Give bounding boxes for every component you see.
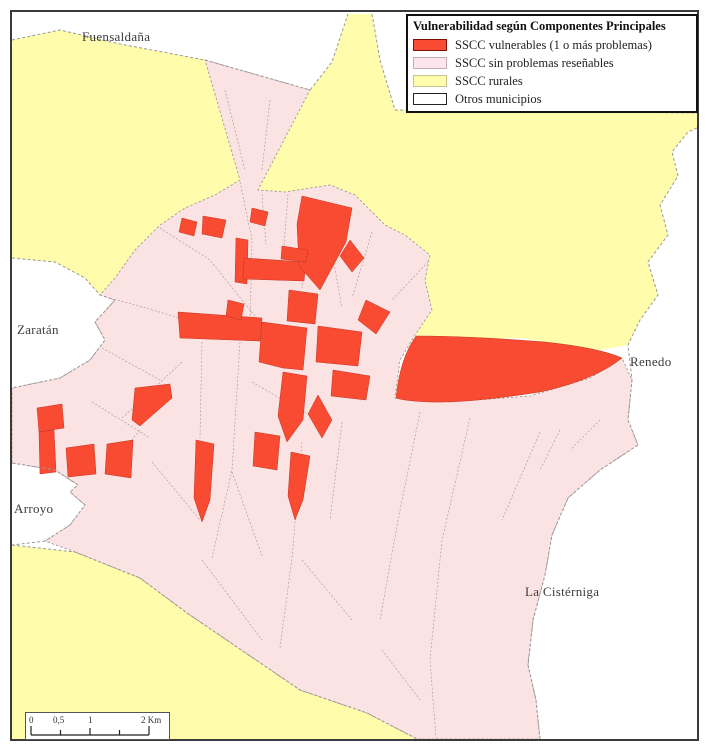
vulnerable-section (249, 207, 269, 227)
legend-swatch-other (413, 93, 447, 105)
legend-item: SSCC sin problemas reseñables (413, 54, 691, 72)
vulnerable-section (36, 403, 65, 433)
vulnerable-section (193, 439, 215, 523)
scale-bar-ticks (30, 726, 150, 736)
vulnerable-section (280, 245, 309, 263)
vulnerable-section (307, 394, 333, 439)
legend-swatch-rural (413, 75, 447, 87)
place-label-arroyo: Arroyo (14, 501, 54, 516)
legend-swatch-vulnerable (413, 39, 447, 51)
boundary-la-cisterniga (527, 444, 639, 739)
legend-item-label: SSCC rurales (455, 73, 523, 88)
scale-tick-label: 2 Km (141, 715, 162, 725)
place-label-zaratan: Zaratán (17, 322, 59, 337)
place-label-renedo: Renedo (630, 354, 672, 369)
legend-item: SSCC rurales (413, 72, 691, 90)
rural-region-northwest (12, 30, 240, 295)
place-label-la-cisterniga: La Cistérniga (525, 584, 600, 599)
vulnerable-section (201, 215, 227, 239)
legend-title: Vulnerabilidad según Componentes Princip… (413, 19, 666, 33)
vulnerable-section (104, 439, 134, 479)
vulnerable-sections (36, 195, 623, 523)
scale-tick-label: 0 (29, 715, 34, 725)
vulnerable-section (286, 289, 319, 325)
scale-bar: 0 0,5 1 2 Km (25, 712, 170, 740)
scale-bar-ruler (30, 726, 150, 736)
map-frame (10, 10, 699, 741)
vulnerable-section (330, 369, 371, 401)
legend-item-label: SSCC sin problemas reseñables (455, 55, 614, 70)
legend-item: SSCC vulnerables (1 o más problemas) (413, 36, 691, 54)
rural-region-southwest (12, 545, 417, 739)
vulnerable-section (38, 429, 57, 475)
scale-tick-label: 1 (88, 715, 93, 725)
vulnerable-section (225, 299, 245, 321)
map-canvas (12, 12, 697, 739)
vulnerable-section (252, 431, 281, 471)
vulnerable-section (287, 451, 311, 521)
census-section-lines (91, 89, 601, 739)
rural-regions (12, 14, 697, 739)
vulnerable-section (277, 371, 308, 443)
place-label-fuensaldana: Fuensaldaña (82, 29, 151, 44)
vulnerable-section (242, 257, 307, 282)
legend: Vulnerabilidad según Componentes Princip… (406, 14, 698, 113)
legend-item: Otros municipios (413, 90, 691, 108)
vulnerable-section (178, 217, 198, 237)
legend-swatch-no-problems (413, 57, 447, 69)
boundary-zaratan (12, 257, 116, 389)
municipal-boundaries (12, 13, 697, 739)
scale-tick-label: 0,5 (53, 715, 65, 725)
vulnerable-section (131, 383, 173, 427)
boundary-arroyo (12, 462, 86, 546)
urban-area-polygon (12, 59, 639, 739)
vulnerable-section (315, 325, 363, 367)
vulnerable-wedge-east (395, 335, 623, 403)
vulnerable-section (296, 195, 353, 291)
vulnerable-section (357, 299, 391, 335)
section-line (91, 89, 601, 739)
boundary-renedo (627, 127, 697, 446)
vulnerable-section (65, 443, 97, 478)
legend-item-label: SSCC vulnerables (1 o más problemas) (455, 37, 652, 52)
vulnerable-section (339, 239, 365, 273)
rural-region-northeast (258, 14, 697, 350)
vulnerable-section (258, 321, 308, 371)
legend-item-label: Otros municipios (455, 91, 542, 106)
boundary-southwest-rural (12, 544, 418, 739)
